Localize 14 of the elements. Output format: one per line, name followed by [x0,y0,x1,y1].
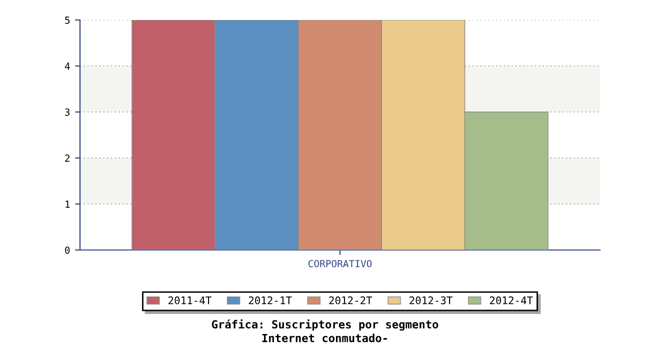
text: Gráfica: Suscriptores por segmento [212,319,438,331]
text: Internet conmutado- [262,334,387,342]
y-tick-label: 2 [65,154,70,162]
legend-label: 2011-4T [168,296,212,304]
y-tick-label: 0 [65,246,70,254]
x-tick-label: CORPORATIVO [308,260,372,268]
y-tick-label: 5 [65,16,70,24]
y-tick-label: 4 [64,62,70,70]
legend-label: 2012-2T [329,296,372,304]
legend-label: 2012-4T [490,296,533,304]
legend-label: 2012-3T [410,296,452,304]
legend-label: 2012-1T [248,296,292,304]
y-tick-label: 3 [65,108,70,116]
y-tick-label: 1 [66,200,70,208]
